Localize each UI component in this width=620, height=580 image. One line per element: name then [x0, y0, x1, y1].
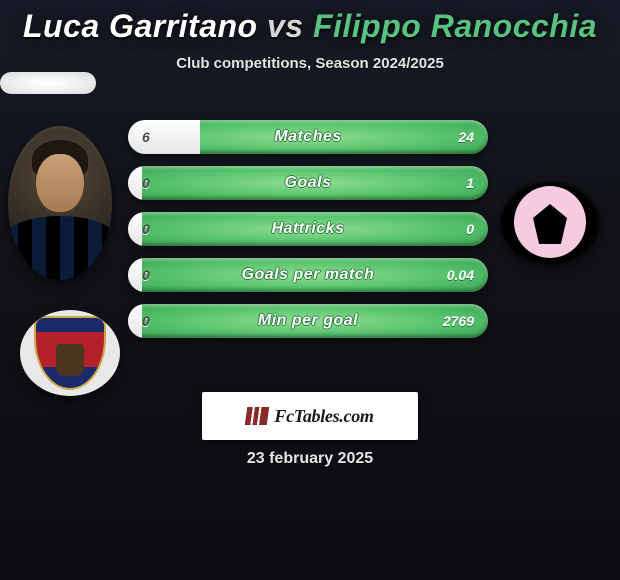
player1-name: Luca Garritano — [23, 8, 258, 44]
stats-container: 6 Matches 24 0 Goals 1 0 Hattricks 0 0 G… — [128, 120, 488, 350]
brand-icon — [245, 407, 270, 425]
stat-right-value: 2769 — [443, 304, 474, 338]
player2-avatar — [0, 72, 96, 94]
player2-name: Filippo Ranocchia — [313, 8, 597, 44]
stat-label: Goals per match — [128, 258, 488, 292]
stat-right-value: 1 — [466, 166, 474, 200]
player2-club-crest — [500, 180, 600, 264]
stat-row-min-per-goal: 0 Min per goal 2769 — [128, 304, 488, 338]
comparison-card: Luca Garritano vs Filippo Ranocchia Club… — [0, 0, 620, 580]
subtitle: Club competitions, Season 2024/2025 — [0, 55, 620, 72]
date-label: 23 february 2025 — [0, 450, 620, 468]
stat-row-hattricks: 0 Hattricks 0 — [128, 212, 488, 246]
stat-label: Hattricks — [128, 212, 488, 246]
stat-row-matches: 6 Matches 24 — [128, 120, 488, 154]
stat-right-value: 0 — [466, 212, 474, 246]
player1-avatar — [8, 126, 112, 280]
stat-right-value: 24 — [458, 120, 474, 154]
stat-right-value: 0.04 — [447, 258, 474, 292]
stat-row-goals-per-match: 0 Goals per match 0.04 — [128, 258, 488, 292]
player1-club-crest — [20, 310, 120, 396]
stat-label: Matches — [128, 120, 488, 154]
stat-row-goals: 0 Goals 1 — [128, 166, 488, 200]
brand-text: FcTables.com — [274, 406, 373, 427]
vs-label: vs — [267, 8, 304, 44]
page-title: Luca Garritano vs Filippo Ranocchia — [0, 0, 620, 45]
stat-label: Min per goal — [128, 304, 488, 338]
branding: FcTables.com — [202, 392, 418, 440]
stat-label: Goals — [128, 166, 488, 200]
